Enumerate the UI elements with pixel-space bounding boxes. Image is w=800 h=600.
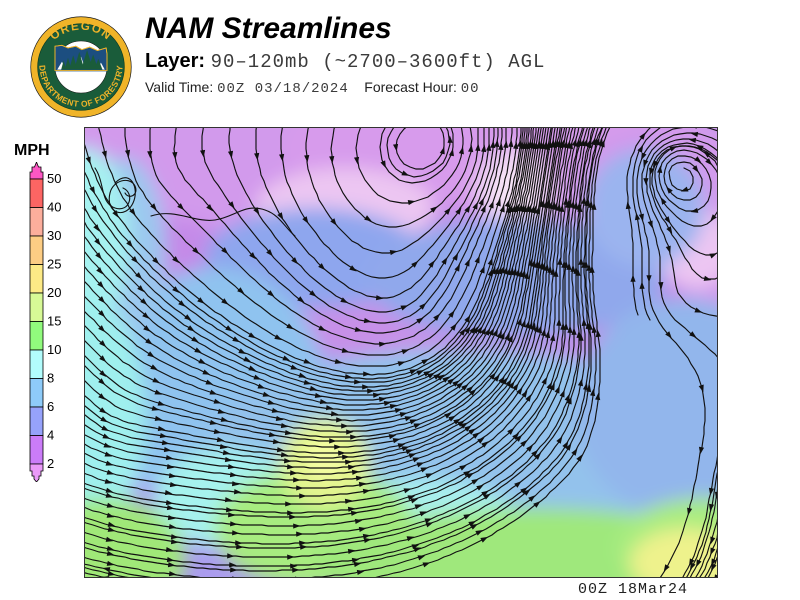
svg-text:25: 25 (47, 257, 61, 272)
svg-text:20: 20 (47, 285, 61, 300)
svg-text:40: 40 (47, 200, 61, 215)
svg-text:8: 8 (47, 371, 54, 386)
svg-text:50: 50 (47, 171, 61, 186)
svg-text:2: 2 (47, 456, 54, 471)
svg-text:30: 30 (47, 228, 61, 243)
svg-text:10: 10 (47, 342, 61, 357)
svg-text:15: 15 (47, 314, 61, 329)
svg-text:4: 4 (47, 428, 54, 443)
svg-text:6: 6 (47, 399, 54, 414)
